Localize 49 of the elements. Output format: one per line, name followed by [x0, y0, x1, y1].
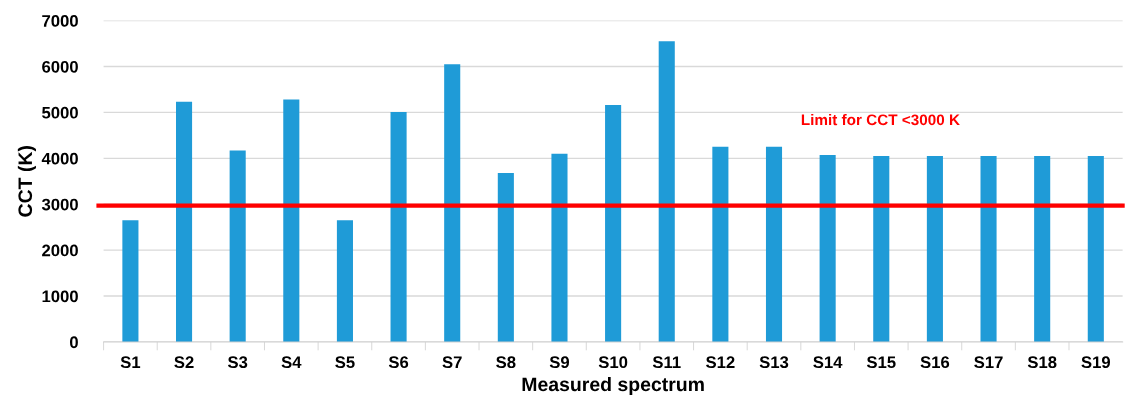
x-tick-label: S8 [496, 356, 516, 369]
x-tick-label: S2 [174, 356, 194, 369]
bar [122, 220, 139, 342]
y-tick-label: 6000 [42, 60, 78, 73]
bar [551, 153, 568, 342]
bar [712, 146, 729, 342]
x-tick-label: S1 [120, 356, 141, 369]
y-tick-label: 1000 [42, 290, 78, 303]
bar [926, 156, 943, 342]
y-tick-label: 5000 [42, 106, 78, 119]
bar [229, 150, 246, 342]
x-tick-label: S4 [281, 356, 302, 369]
x-tick-label: S5 [335, 356, 355, 369]
x-tick-label: S14 [813, 356, 843, 369]
x-tick-label: S7 [442, 356, 462, 369]
bar [336, 220, 353, 342]
x-tick-label: S11 [652, 356, 681, 369]
y-axis-title: CCT (K) [17, 146, 36, 217]
bar [658, 41, 675, 342]
bar [765, 146, 783, 342]
x-tick-label: S10 [598, 356, 628, 369]
y-tick-label: 2000 [42, 244, 78, 257]
x-tick-label: S13 [759, 356, 789, 369]
bar [1087, 156, 1104, 342]
y-tick-label: 7000 [42, 15, 78, 27]
y-tick-label: 0 [69, 336, 78, 349]
x-tick-label: S6 [388, 356, 409, 369]
bar [873, 156, 890, 342]
ref-line-label: Limit for CCT <3000 K [801, 113, 960, 126]
x-tick-label: S15 [866, 356, 896, 369]
bar [819, 155, 836, 342]
bar [497, 173, 514, 342]
bar [390, 111, 407, 342]
bar [444, 64, 461, 342]
bar [176, 101, 193, 342]
bar [1034, 156, 1051, 342]
x-tick-label: S3 [227, 356, 248, 369]
x-tick-label: S17 [974, 356, 1003, 369]
bar [980, 156, 997, 342]
y-tick-label: 3000 [41, 198, 78, 211]
y-tick-label: 4000 [41, 152, 78, 165]
bar [283, 99, 300, 342]
x-tick-label: S18 [1027, 356, 1057, 369]
x-axis-title: Measured spectrum [522, 376, 704, 396]
bar [605, 105, 622, 342]
x-tick-label: S12 [706, 356, 735, 369]
x-tick-label: S9 [549, 356, 570, 369]
x-tick-label: S16 [920, 356, 950, 369]
x-tick-label: S19 [1081, 356, 1111, 369]
